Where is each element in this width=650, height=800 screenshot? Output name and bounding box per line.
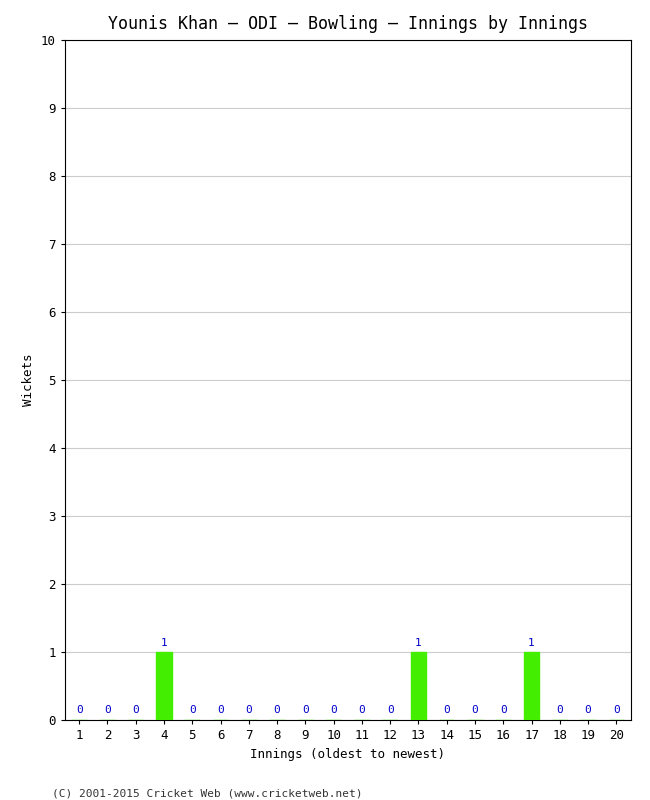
Text: 1: 1 (161, 638, 167, 648)
Bar (524, 652, 539, 720)
Text: 0: 0 (330, 705, 337, 714)
Text: 0: 0 (387, 705, 393, 714)
Text: 0: 0 (274, 705, 280, 714)
Text: 0: 0 (613, 705, 619, 714)
Text: 0: 0 (76, 705, 83, 714)
Text: 0: 0 (359, 705, 365, 714)
X-axis label: Innings (oldest to newest): Innings (oldest to newest) (250, 747, 445, 761)
Text: 0: 0 (246, 705, 252, 714)
Text: 0: 0 (500, 705, 506, 714)
Title: Younis Khan – ODI – Bowling – Innings by Innings: Younis Khan – ODI – Bowling – Innings by… (108, 15, 588, 33)
Text: 0: 0 (104, 705, 110, 714)
Text: 0: 0 (217, 705, 224, 714)
Text: 0: 0 (472, 705, 478, 714)
Text: 0: 0 (556, 705, 563, 714)
Text: 0: 0 (302, 705, 309, 714)
Text: 0: 0 (133, 705, 139, 714)
Text: 0: 0 (189, 705, 196, 714)
Text: 1: 1 (528, 638, 535, 648)
Y-axis label: Wickets: Wickets (22, 354, 35, 406)
Bar (156, 652, 172, 720)
Text: 0: 0 (443, 705, 450, 714)
Text: (C) 2001-2015 Cricket Web (www.cricketweb.net): (C) 2001-2015 Cricket Web (www.cricketwe… (52, 788, 363, 798)
Text: 0: 0 (585, 705, 592, 714)
Text: 1: 1 (415, 638, 422, 648)
Bar (411, 652, 426, 720)
